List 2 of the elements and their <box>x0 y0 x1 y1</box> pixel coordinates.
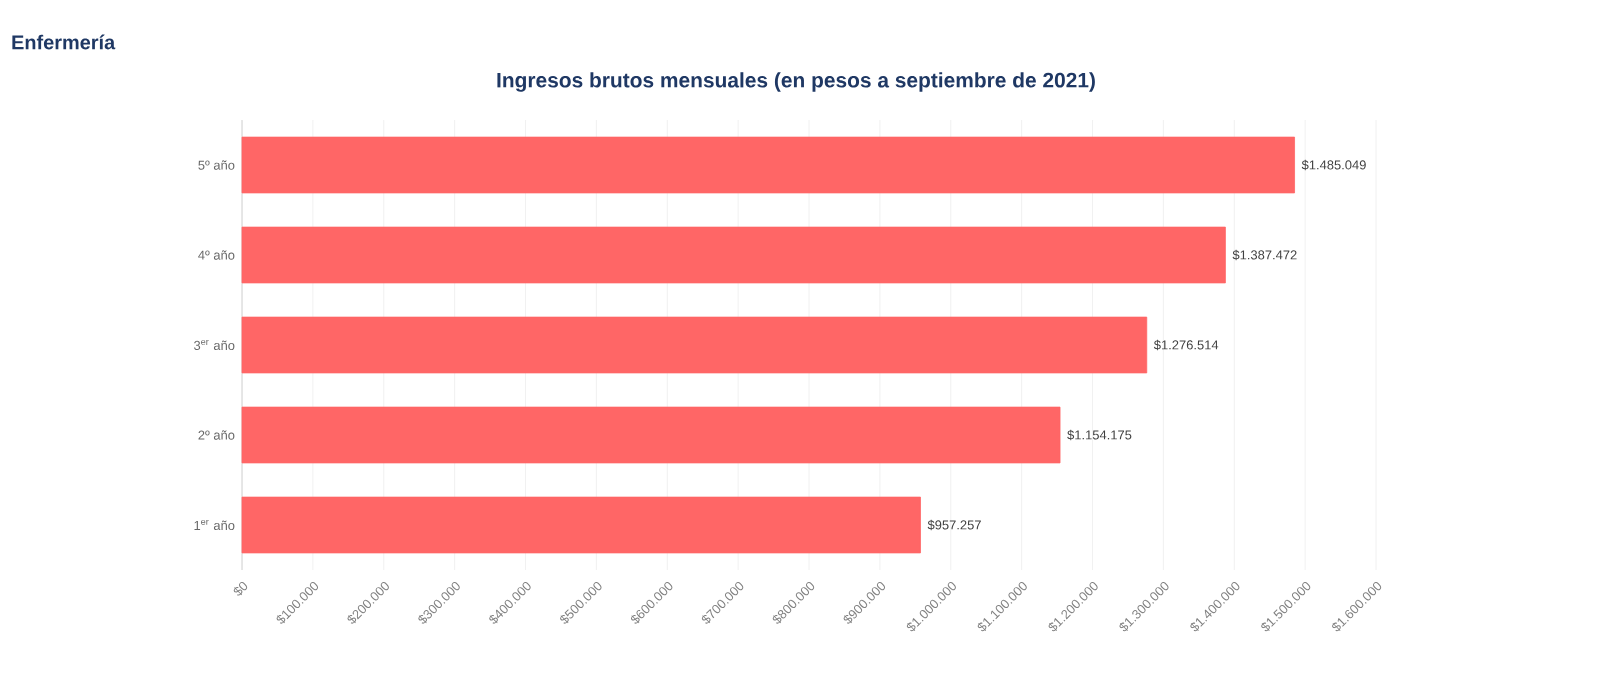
text: Enfermería <box>12 34 116 50</box>
chart-title: Ingresos brutos mensuales (en pesos a septiembre de 2021) <box>497 72 1095 92</box>
